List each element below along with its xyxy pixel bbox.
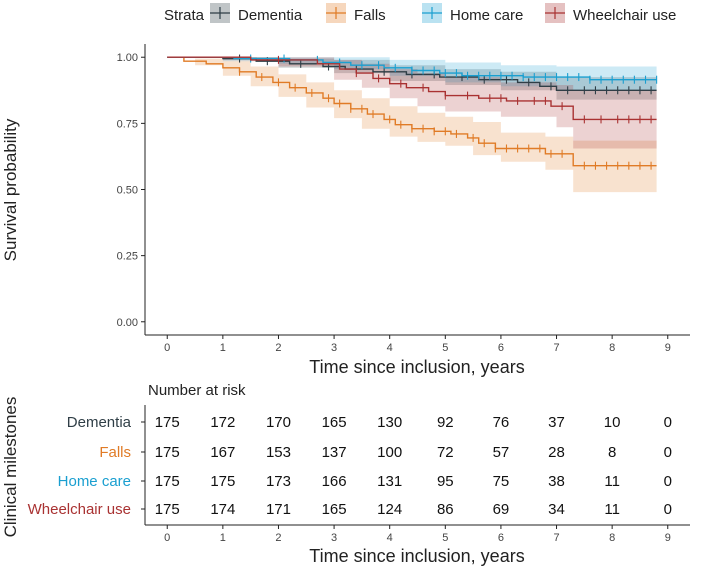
risk-x-tick-label: 9 (665, 532, 671, 544)
censor-marks-falls (238, 67, 652, 170)
y-axis-label: Survival probability (1, 118, 20, 261)
risk-cell: 10 (604, 414, 621, 431)
legend-title: Strata (164, 7, 205, 24)
risk-x-tick-label: 6 (498, 532, 504, 544)
risk-x-tick-label: 3 (331, 532, 337, 544)
legend-item-falls: Falls (326, 3, 386, 24)
risk-cell: 0 (664, 444, 672, 461)
risk-y-axis-label: Clinical milestones (1, 397, 20, 538)
risk-cell: 170 (266, 414, 291, 431)
risk-table: Number at risk Dementia 175 172 170 165 130 92… (1, 382, 690, 566)
risk-cell: 130 (377, 414, 402, 431)
risk-cell: 34 (548, 501, 565, 518)
legend-label-home-care: Home care (450, 7, 523, 24)
risk-cell: 92 (437, 414, 454, 431)
risk-cell: 0 (664, 414, 672, 431)
y-tick-label: 0.50 (117, 185, 138, 197)
risk-cell: 174 (210, 501, 235, 518)
risk-cell: 167 (210, 444, 235, 461)
risk-cell: 37 (548, 414, 565, 431)
legend: Strata Dementia Falls Home care Wheelchair … (164, 3, 676, 24)
x-tick-label: 8 (609, 342, 615, 354)
risk-cell: 137 (322, 444, 347, 461)
risk-row-wheelchair-use: Wheelchair use 175 174 171 165 124 86 69 34 11 0 (28, 501, 672, 518)
risk-cell: 11 (604, 501, 620, 518)
x-tick-label: 2 (275, 342, 281, 354)
x-axis-label: Time since inclusion, years (309, 357, 524, 377)
risk-cell: 175 (155, 473, 180, 490)
risk-cell: 175 (155, 414, 180, 431)
risk-cell: 75 (493, 473, 510, 490)
risk-cell: 175 (155, 444, 180, 461)
risk-cell: 171 (266, 501, 291, 518)
legend-label-wheelchair-use: Wheelchair use (573, 7, 676, 24)
km-curve-dementia (167, 56, 657, 91)
risk-cell: 131 (377, 473, 402, 490)
risk-table-title: Number at risk (148, 382, 246, 399)
risk-row-dementia: Dementia 175 172 170 165 130 92 76 37 10 0 (67, 414, 672, 431)
x-tick-label: 9 (665, 342, 671, 354)
km-curve-wheelchair-use (167, 56, 657, 121)
risk-row-label: Falls (99, 444, 131, 461)
risk-x-tick-label: 8 (609, 532, 615, 544)
censor-marks-wheelchair-use (277, 55, 652, 124)
risk-cell: 0 (664, 473, 672, 490)
x-tick-label: 6 (498, 342, 504, 354)
risk-x-tick-label: 4 (387, 532, 393, 544)
risk-row-label: Wheelchair use (28, 501, 131, 518)
x-tick-label: 4 (387, 342, 393, 354)
x-tick-label: 5 (442, 342, 448, 354)
risk-cell: 38 (548, 473, 565, 490)
legend-item-dementia: Dementia (210, 3, 303, 24)
risk-cell: 8 (608, 444, 616, 461)
risk-x-tick-label: 5 (442, 532, 448, 544)
risk-cell: 175 (155, 501, 180, 518)
survival-plot: 0 1 2 3 4 5 6 7 8 9 0.00 0.25 0.50 0.75 1.00 Time sin… (1, 44, 690, 377)
risk-cell: 69 (493, 501, 510, 518)
legend-label-falls: Falls (354, 7, 386, 24)
x-tick-label: 0 (164, 342, 170, 354)
risk-cell: 28 (548, 444, 565, 461)
risk-x-tick-label: 7 (553, 532, 559, 544)
risk-cell: 124 (377, 501, 402, 518)
risk-cell: 0 (664, 501, 672, 518)
risk-cell: 95 (437, 473, 454, 490)
risk-cell: 100 (377, 444, 402, 461)
risk-x-tick-label: 2 (275, 532, 281, 544)
risk-cell: 153 (266, 444, 291, 461)
risk-row-label: Home care (58, 473, 131, 490)
risk-row-home-care: Home care 175 175 173 166 131 95 75 38 11 0 (58, 473, 672, 490)
risk-cell: 172 (210, 414, 235, 431)
risk-x-axis-label: Time since inclusion, years (309, 546, 524, 566)
risk-cell: 173 (266, 473, 291, 490)
risk-cell: 166 (322, 473, 347, 490)
y-tick-label: 0.25 (117, 251, 138, 263)
risk-row-label: Dementia (67, 414, 132, 431)
x-tick-label: 3 (331, 342, 337, 354)
risk-cell: 86 (437, 501, 454, 518)
y-tick-label: 0.00 (117, 317, 138, 329)
risk-cell: 76 (493, 414, 510, 431)
risk-cell: 165 (322, 501, 347, 518)
risk-x-tick-label: 0 (164, 532, 170, 544)
y-tick-label: 0.75 (117, 118, 138, 130)
x-tick-label: 1 (220, 342, 226, 354)
legend-item-wheelchair-use: Wheelchair use (545, 3, 676, 24)
legend-label-dementia: Dementia (238, 7, 303, 24)
risk-cell: 72 (437, 444, 454, 461)
risk-x-tick-label: 1 (220, 532, 226, 544)
risk-cell: 165 (322, 414, 347, 431)
x-tick-label: 7 (553, 342, 559, 354)
risk-cell: 57 (493, 444, 510, 461)
legend-item-home-care: Home care (422, 3, 523, 24)
y-tick-label: 1.00 (117, 52, 138, 64)
risk-cell: 11 (604, 473, 620, 490)
risk-cell: 175 (210, 473, 235, 490)
risk-row-falls: Falls 175 167 153 137 100 72 57 28 8 0 (99, 444, 672, 461)
censor-marks-home-care (250, 54, 658, 84)
